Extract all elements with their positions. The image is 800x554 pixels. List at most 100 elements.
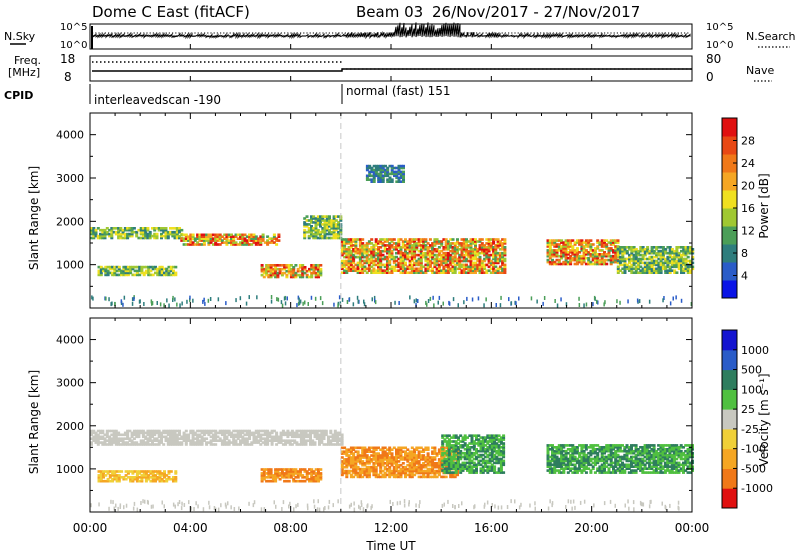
freq-label-line2: [MHz]: [8, 66, 40, 79]
velocity-colorbar-tick-6: 500: [741, 364, 762, 377]
xtick-1: 04:00: [173, 521, 208, 535]
power-region-8: [616, 246, 695, 274]
power-ytick-0: 1000: [56, 259, 84, 272]
power-colorbar-swatch-4: [722, 208, 737, 227]
power-region-7: [546, 239, 620, 266]
power-colorbar-tick-2: 12: [741, 225, 755, 238]
velocity-region-0: [90, 429, 344, 446]
velocity-region-2: [260, 468, 323, 483]
cpid-label: CPID: [4, 89, 33, 102]
power-ytick-3: 4000: [56, 129, 84, 142]
power-colorbar-tick-6: 28: [741, 135, 755, 148]
velocity-colorbar-swatch-8: [722, 330, 737, 351]
nsky-trace-line: [91, 22, 691, 40]
velocity-colorbar-tick-0: -1000: [741, 482, 773, 495]
power-panel-frame: [89, 112, 693, 309]
power-region-5: [340, 238, 507, 274]
power-colorbar: 4 8 12 16 20 24 28: [721, 117, 755, 299]
velocity-ylabel: Slant Range [km]: [27, 370, 41, 474]
power-region-3: [260, 264, 323, 279]
power-region-6: [365, 164, 405, 183]
xtick-3: 12:00: [374, 521, 409, 535]
nsky-label: N.Sky: [4, 30, 36, 43]
power-colorbar-tick-4: 20: [741, 180, 755, 193]
freq-left-tick-bottom: 8: [64, 70, 72, 84]
power-region-1: [180, 233, 281, 246]
power-colorbar-swatch-0: [722, 280, 737, 299]
xtick-2: 08:00: [273, 521, 308, 535]
nsky-left-tick-top: 10^5: [60, 22, 87, 33]
power-colorbar-swatch-7: [722, 154, 737, 173]
nave-right-tick-bottom: 0: [706, 70, 714, 84]
velocity-region-1: [97, 470, 178, 483]
velocity-colorbar-tick-1: -500: [741, 462, 766, 475]
nsearch-label: N.Search: [746, 30, 796, 43]
beam-label: Beam 03: [356, 3, 423, 21]
nsky-left-tick-bottom: 10^0: [60, 40, 87, 51]
power-colorbar-tick-0: 4: [741, 270, 748, 283]
velocity-colorbar: -1000 -500 -100 -25 25 100 500 1000: [721, 329, 773, 509]
velocity-colorbar-swatch-7: [722, 349, 737, 371]
power-colorbar-swatch-5: [722, 190, 737, 209]
xaxis-label: Time UT: [365, 539, 416, 553]
velocity-colorbar-tick-4: 25: [741, 403, 755, 416]
power-ytick-1: 2000: [56, 215, 84, 228]
power-region-4: [303, 215, 343, 240]
power-colorbar-swatch-1: [722, 262, 737, 281]
velocity-region-3: [340, 446, 459, 479]
xtick-6: 00:00: [675, 521, 710, 535]
velocity-colorbar-swatch-5: [722, 389, 737, 410]
nsky-trace: [91, 22, 691, 49]
velocity-ytick-1: 2000: [56, 420, 84, 433]
power-region-0: [90, 227, 184, 240]
power-colorbar-label: Power [dB]: [757, 173, 771, 238]
power-colorbar-swatch-8: [722, 136, 737, 155]
power-ytick-2: 3000: [56, 172, 84, 185]
velocity-yaxis: 1000 2000 3000 4000: [56, 334, 692, 491]
velocity-colorbar-swatch-2: [722, 448, 737, 469]
velocity-ytick-2: 3000: [56, 377, 84, 390]
power-colorbar-tick-3: 16: [741, 202, 755, 215]
freq-left-tick-top: 18: [60, 52, 75, 66]
velocity-colorbar-tick-2: -100: [741, 443, 766, 456]
freq-trace: [92, 68, 692, 72]
xtick-4: 16:00: [474, 521, 509, 535]
velocity-colorbar-swatch-1: [722, 468, 737, 489]
xtick-5: 20:00: [574, 521, 609, 535]
velocity-heatmap: [90, 318, 694, 512]
velocity-colorbar-swatch-4: [722, 409, 737, 430]
power-near-range-scatter: [91, 295, 693, 308]
cpid-segment-1: interleavedscan -190: [94, 93, 221, 107]
velocity-region-4: [441, 434, 506, 474]
velocity-colorbar-tick-7: 1000: [741, 344, 769, 357]
velocity-ytick-3: 4000: [56, 334, 84, 347]
power-colorbar-tick-5: 24: [741, 157, 755, 170]
velocity-colorbar-tick-5: 100: [741, 383, 762, 396]
velocity-colorbar-swatch-6: [722, 369, 737, 390]
nave-right-tick-top: 80: [706, 52, 721, 66]
xtick-0: 00:00: [73, 521, 108, 535]
power-colorbar-swatch-6: [722, 172, 737, 191]
power-colorbar-swatch-3: [722, 226, 737, 245]
velocity-colorbar-label: Velocity [m s⁻¹]: [757, 373, 771, 466]
velocity-panel-frame: [89, 317, 693, 513]
power-colorbar-tick-1: 8: [741, 247, 748, 260]
cpid-segment-2: normal (fast) 151: [346, 84, 450, 98]
velocity-colorbar-swatch-0: [722, 488, 737, 509]
power-colorbar-swatch-2: [722, 244, 737, 263]
nsearch-right-tick-bottom: 10^0: [706, 40, 733, 51]
nave-label: Nave: [746, 64, 774, 77]
velocity-near-range-scatter: [90, 499, 680, 512]
time-xaxis: 00:00 04:00 08:00 12:00 16:00 20:00 00:00: [73, 44, 710, 535]
power-ylabel: Slant Range [km]: [27, 166, 41, 270]
freq-label-line1: Freq.: [14, 54, 41, 67]
date-range: 26/Nov/2017 - 27/Nov/2017: [432, 3, 640, 21]
nsearch-right-tick-top: 10^5: [706, 22, 733, 33]
power-heatmap: [90, 113, 695, 308]
power-yaxis: 1000 2000 3000 4000: [56, 129, 692, 287]
velocity-colorbar-tick-3: -25: [741, 423, 759, 436]
velocity-ytick-0: 1000: [56, 463, 84, 476]
power-colorbar-swatch-9: [722, 118, 737, 137]
velocity-colorbar-swatch-3: [722, 428, 737, 450]
